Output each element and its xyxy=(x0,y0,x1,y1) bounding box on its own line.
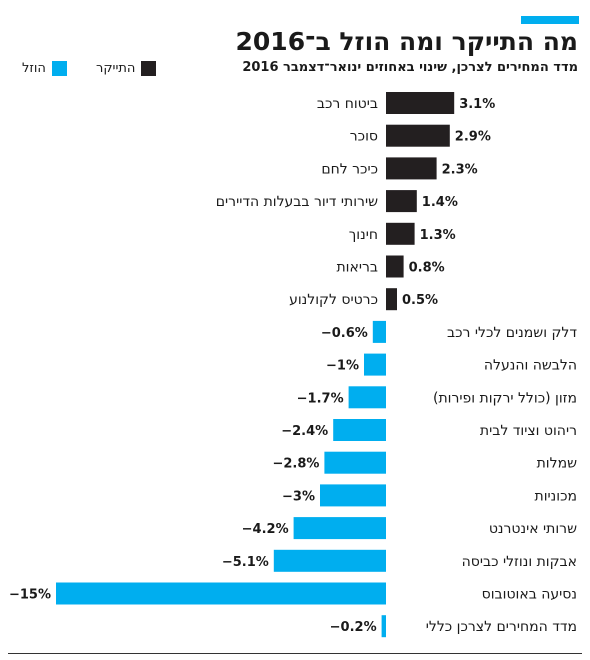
value-label-2: 2.3% xyxy=(442,162,478,177)
value-label-12: −3% xyxy=(282,489,315,504)
value-label-4: 1.3% xyxy=(420,228,456,243)
bottom-rule xyxy=(8,653,582,654)
legend-swatch-rose xyxy=(141,60,157,76)
value-label-0: 3.1% xyxy=(459,97,495,112)
value-label-3: 1.4% xyxy=(422,195,458,210)
category-label-6: כרטיס לקולנוע xyxy=(289,292,378,308)
accent-bar xyxy=(521,16,579,24)
bar-16 xyxy=(381,615,386,638)
category-label-11: שמלות xyxy=(537,456,577,472)
bar-14 xyxy=(273,549,386,572)
value-label-1: 2.9% xyxy=(455,130,491,145)
category-label-13: שרותי אינטרנט xyxy=(489,521,577,537)
bar-0 xyxy=(386,92,455,114)
category-label-8: הלבשה והנעלה xyxy=(484,358,577,374)
bar-15 xyxy=(56,582,386,605)
bar-6 xyxy=(386,288,397,311)
bar-13 xyxy=(293,517,386,540)
bar-4 xyxy=(386,222,415,245)
value-label-9: −1.7% xyxy=(297,391,344,406)
category-label-10: ריהוט וציוד לבית xyxy=(480,423,577,439)
bar-10 xyxy=(333,419,386,441)
value-label-16: −0.2% xyxy=(330,620,377,635)
category-label-1: סוכר xyxy=(350,129,378,145)
bar-3 xyxy=(386,190,417,213)
bar-12 xyxy=(320,484,386,507)
category-label-9: מזון (כולל ירקות ופירות) xyxy=(433,390,577,406)
category-label-12: מכוניות xyxy=(535,488,577,504)
category-label-14: אבקות ונוזלי כביסה xyxy=(462,554,577,570)
legend-label-fell: הוזל xyxy=(22,60,46,76)
value-label-8: −1% xyxy=(326,359,359,374)
value-label-7: −0.6% xyxy=(321,326,368,341)
value-label-5: 0.8% xyxy=(409,261,445,276)
bar-1 xyxy=(386,124,450,147)
category-label-2: כיכר לחם xyxy=(321,161,378,177)
category-label-3: שירותי דיור בבעלות הדיירים xyxy=(216,194,378,210)
category-label-4: חינוך xyxy=(349,227,378,243)
category-label-7: דלק ושמנים לכלי רכב xyxy=(447,325,577,341)
legend-item-fell: הוזל xyxy=(22,59,67,77)
category-label-5: בריאות xyxy=(336,260,378,276)
value-label-6: 0.5% xyxy=(402,293,438,308)
legend-swatch-fell xyxy=(51,60,67,76)
value-label-14: −5.1% xyxy=(222,555,269,570)
legend-label-rose: התייקר xyxy=(96,60,136,76)
value-label-10: −2.4% xyxy=(281,424,328,439)
category-label-15: נסיעה באוטובוס xyxy=(482,587,577,603)
chart-title: מה התייקר ומה הוזל ב־2016 xyxy=(235,27,578,56)
value-label-13: −4.2% xyxy=(242,522,289,537)
category-label-0: ביטוח רכב xyxy=(317,96,378,112)
chart-subtitle: מדד המחירים לצרכן, שינוי באחוזים ינואר־ד… xyxy=(242,60,578,75)
category-label-16: מדד המחירים לצרכן כללי xyxy=(426,619,577,635)
value-label-15: −15% xyxy=(9,588,51,603)
bar-7 xyxy=(372,320,386,343)
bar-5 xyxy=(386,255,404,278)
bar-8 xyxy=(364,353,386,376)
legend-item-rose: התייקר xyxy=(96,59,157,77)
value-label-11: −2.8% xyxy=(272,457,319,472)
bar-11 xyxy=(324,451,386,474)
bar-2 xyxy=(386,157,437,180)
bar-9 xyxy=(348,386,386,409)
